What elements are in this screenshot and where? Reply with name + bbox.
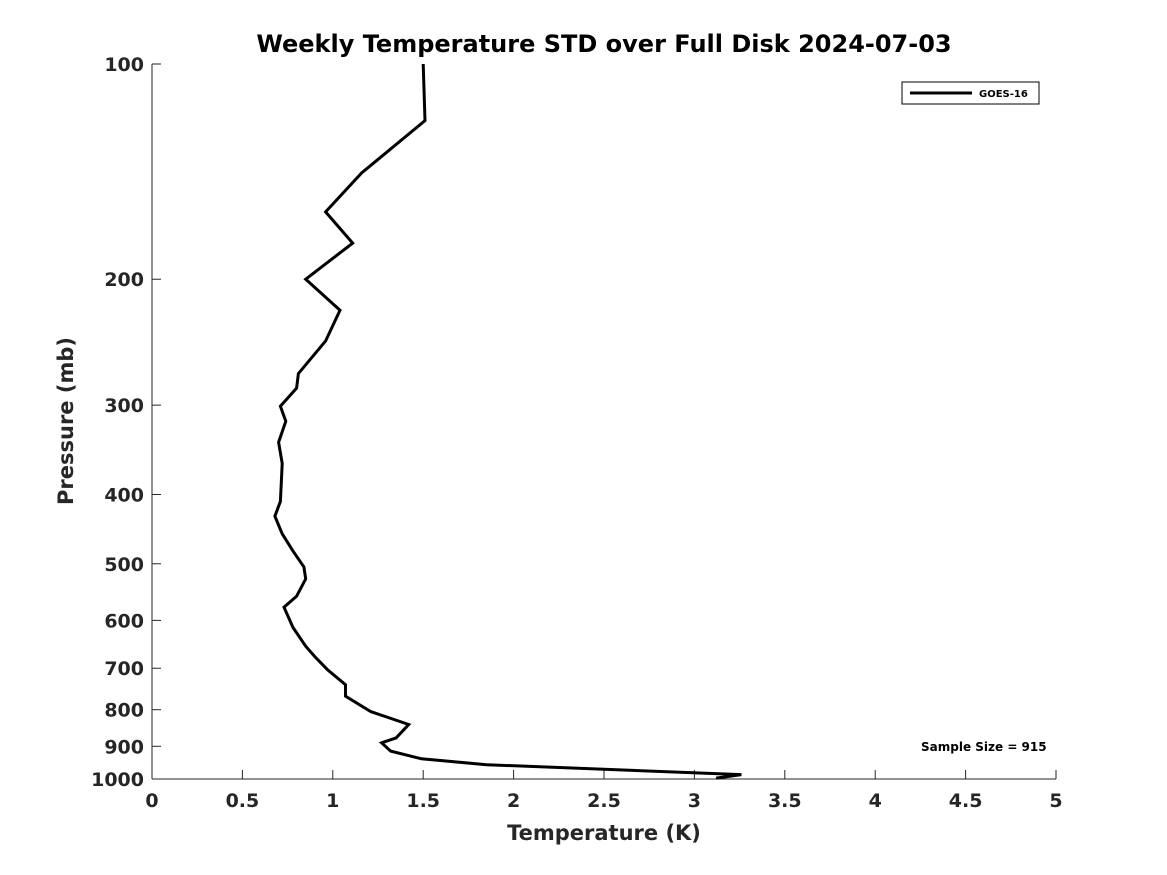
x-tick-label: 2.5: [587, 790, 621, 812]
y-tick-label: 100: [104, 54, 144, 76]
y-tick-label: 400: [104, 484, 144, 506]
sample-size-annotation: Sample Size = 915: [921, 740, 1047, 754]
legend-label-goes-16: GOES-16: [979, 89, 1028, 100]
x-tick-label: 4.5: [949, 790, 983, 812]
x-tick-label: 3.5: [768, 790, 802, 812]
y-axis-label: Pressure (mb): [54, 337, 78, 505]
x-tick-label: 0: [145, 790, 158, 812]
x-axis-label: Temperature (K): [507, 821, 701, 845]
y-ticks: 100 200 300 400 500 600 700 800 900 1000: [91, 54, 161, 791]
legend: GOES-16: [901, 81, 1040, 105]
y-tick-label: 900: [104, 736, 144, 758]
y-tick-label: 1000: [91, 769, 144, 791]
x-tick-label: 1.5: [406, 790, 440, 812]
plot-area: [151, 64, 1056, 780]
x-tick-label: 2: [507, 790, 520, 812]
x-ticks: 0 0.5 1 1.5 2 2.5 3 3.5 4 4.5 5: [145, 770, 1063, 812]
y-tick-label: 800: [104, 700, 144, 722]
y-tick-label: 500: [104, 554, 144, 576]
chart-title: Weekly Temperature STD over Full Disk 20…: [256, 30, 951, 58]
x-tick-label: 0.5: [226, 790, 260, 812]
x-tick-label: 4: [869, 790, 882, 812]
x-tick-label: 3: [688, 790, 701, 812]
y-tick-label: 300: [104, 395, 144, 417]
y-tick-label: 600: [104, 610, 144, 632]
x-tick-label: 5: [1049, 790, 1062, 812]
y-tick-label: 200: [104, 269, 144, 291]
series-line-goes-16: [273, 63, 742, 780]
y-tick-label: 700: [104, 658, 144, 680]
x-tick-label: 1: [326, 790, 339, 812]
series-layer: [273, 63, 742, 780]
